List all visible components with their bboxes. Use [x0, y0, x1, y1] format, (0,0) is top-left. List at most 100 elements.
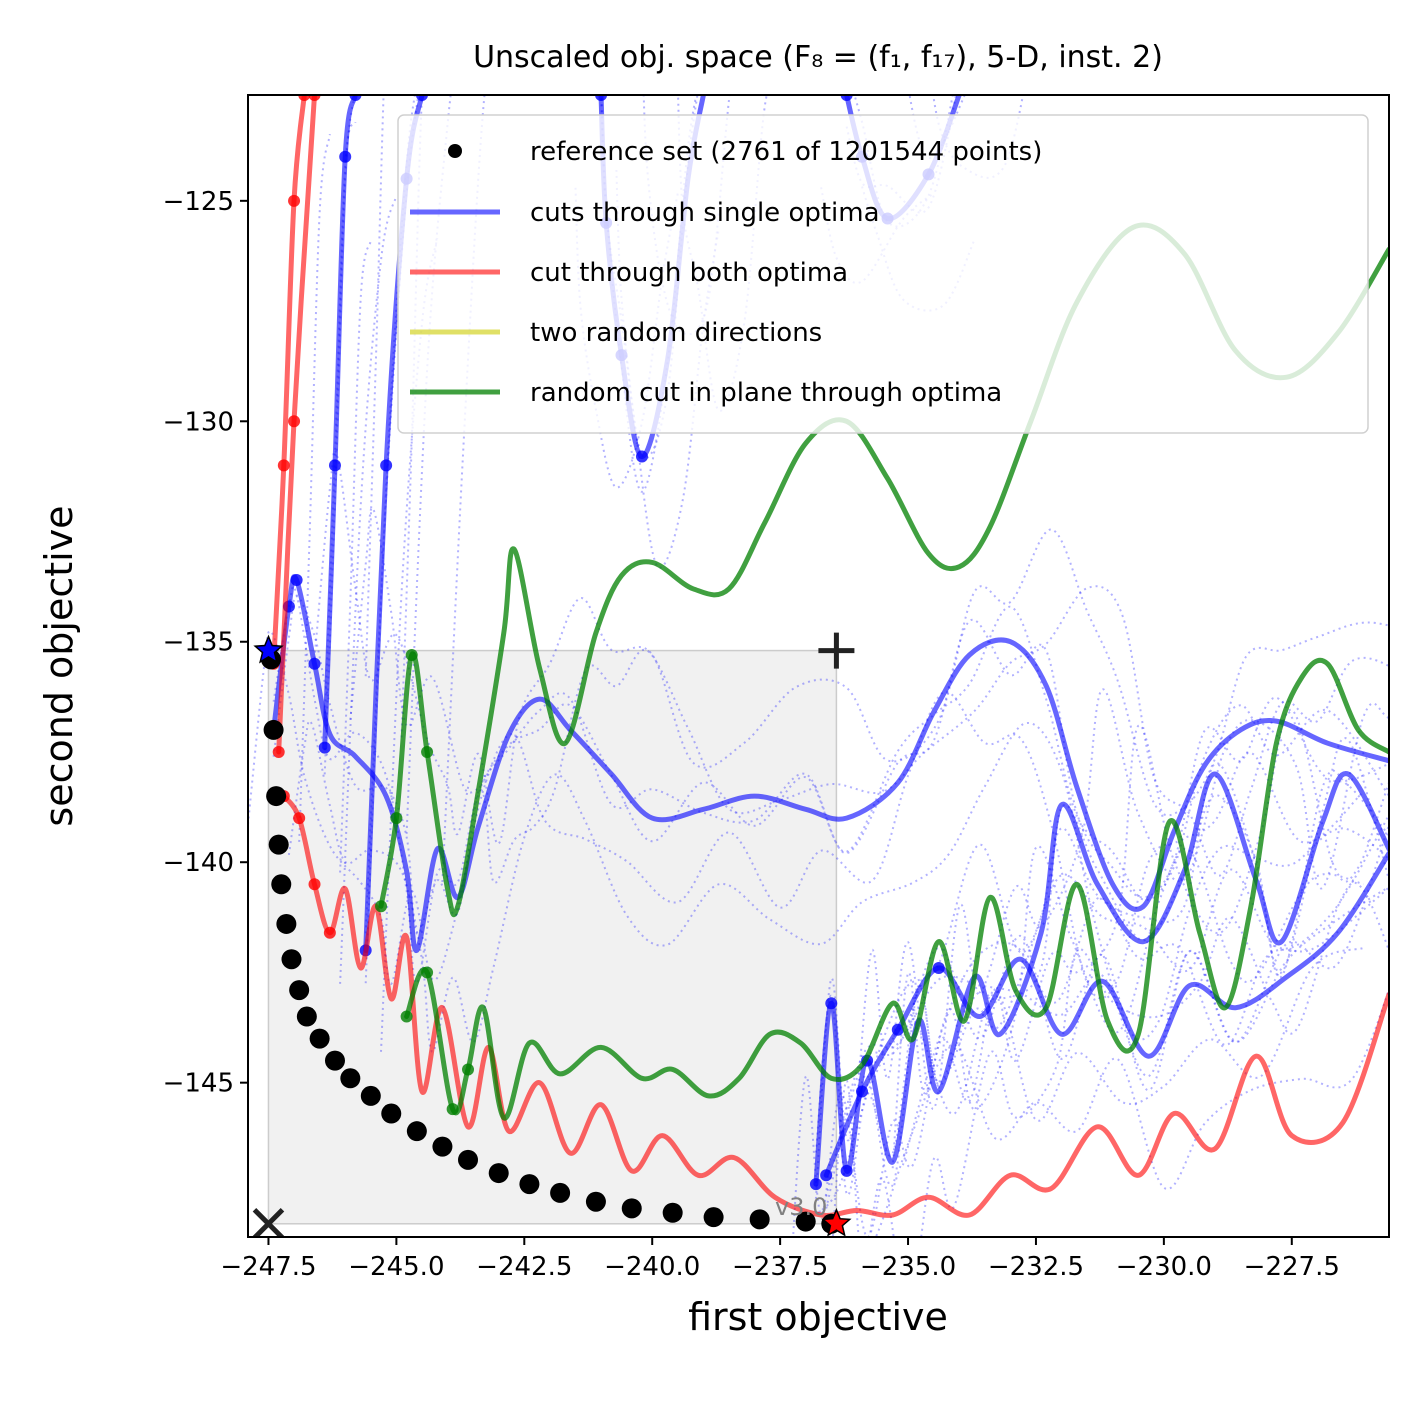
reference-point	[360, 1085, 381, 1106]
reference-point	[488, 1163, 509, 1184]
series-1-line-6-emphasis-1	[855, 1085, 868, 1098]
reference-point	[519, 1174, 540, 1195]
series-2-line-1-emphasis-0	[272, 745, 285, 758]
legend-label-random-plane: random cut in plane through optima	[530, 378, 1002, 408]
reference-region-layer	[267, 649, 838, 1225]
reference-point	[621, 1198, 642, 1219]
dotted-cut-0-5	[814, 737, 1389, 1196]
version-label: v3.0	[775, 1193, 827, 1221]
series-2-line-0-emphasis-1	[277, 459, 290, 472]
dotted-cut-4-4	[932, 95, 1025, 179]
nadir-plus-marker	[818, 632, 855, 669]
series-1-line-3-emphasis-3	[635, 450, 648, 463]
legend-label-reference: reference set (2761 of 1201544 points)	[530, 137, 1042, 167]
reference-point	[263, 719, 284, 740]
reference-point	[662, 1202, 683, 1223]
series-1-line-6-emphasis-0	[820, 1169, 833, 1182]
dotted-cut-1-1	[272, 595, 1389, 935]
reference-point	[271, 874, 292, 895]
reference-point	[268, 834, 289, 855]
reference-point	[266, 786, 287, 807]
legend: reference set (2761 of 1201544 points) c…	[397, 114, 1369, 434]
series-1-line-5-emphasis-2	[840, 1164, 853, 1177]
y-tick-label: −145	[163, 1069, 234, 1099]
dotted-cut-2-5	[855, 688, 1389, 1110]
series-4-line-1-emphasis-3	[462, 1063, 475, 1076]
series-4-line-0-emphasis-1	[390, 812, 403, 825]
dotted-cut-3-6	[799, 946, 1364, 1221]
series-1-line-0-emphasis-0	[318, 741, 331, 754]
reference-point	[281, 949, 302, 970]
reference-point	[381, 1103, 402, 1124]
series-1-line-0	[322, 95, 358, 751]
reference-point	[340, 1068, 361, 1089]
chart-title: Unscaled obj. space (F₈ = (f₁, f₁₇), 5-D…	[473, 40, 1163, 75]
series-1-line-5-emphasis-1	[825, 997, 838, 1010]
series-1-line-6-emphasis-2	[891, 1023, 904, 1036]
series-1-line-0-emphasis-2	[339, 150, 352, 163]
y-tick-label: −140	[163, 848, 234, 878]
x-tick-label: −245.0	[348, 1252, 444, 1282]
optimum-f1-star	[253, 634, 284, 664]
plot-frame	[247, 94, 1390, 1238]
series-2-line-2-emphasis-3	[323, 926, 336, 939]
series-1-line-2-emphasis-1	[380, 459, 393, 472]
dotted-cut-2-6	[866, 812, 1389, 1087]
reference-point	[703, 1207, 724, 1228]
series-1-line-4-emphasis-0	[840, 95, 853, 101]
series-2-line-0-emphasis-2	[288, 194, 301, 207]
y-tick-label: −130	[163, 407, 234, 437]
legend-label-single-optima: cuts through single optima	[530, 198, 880, 228]
series-4-line-0-emphasis-3	[421, 745, 434, 758]
dotted-cut-5-6	[874, 985, 1389, 1237]
series-4-line-1-emphasis-2	[446, 1103, 459, 1116]
x-tick-label: −230.0	[1116, 1252, 1212, 1282]
dotted-cut-2-0	[364, 95, 385, 677]
reference-point	[296, 1006, 317, 1027]
dotted-cut-3-1	[248, 630, 1365, 1000]
series-4-line-1	[404, 657, 1389, 1121]
x-tick-label: −235.0	[860, 1252, 956, 1282]
series-1-line-5	[813, 771, 1389, 1187]
x-tick-label: −242.5	[476, 1252, 572, 1282]
reference-point	[458, 1149, 479, 1170]
series-4-line-0-emphasis-0	[375, 900, 388, 913]
series-2-line-2	[281, 793, 1389, 1218]
series-1-line-1-emphasis-2	[290, 574, 303, 587]
series-4-line-1-emphasis-0	[400, 1010, 413, 1023]
legend-marker-reference	[448, 144, 462, 158]
x-tick-label: −232.5	[988, 1252, 1084, 1282]
reference-point	[550, 1182, 571, 1203]
y-tick-label: −135	[163, 628, 234, 658]
reference-point	[289, 980, 310, 1001]
reference-point	[749, 1209, 770, 1230]
series-1-line-1-emphasis-3	[308, 657, 321, 670]
reference-point	[309, 1028, 330, 1049]
series-2-line-0-emphasis-3	[298, 95, 311, 101]
series-2-line-2-emphasis-2	[308, 878, 321, 891]
legend-label-random-directions: two random directions	[530, 318, 822, 348]
x-tick-label: −240.0	[604, 1252, 700, 1282]
reference-point	[795, 1211, 816, 1232]
reference-point	[432, 1136, 453, 1157]
reference-point	[276, 913, 297, 934]
y-axis-title: second objective	[37, 505, 81, 826]
series-1-line-5-emphasis-0	[809, 1178, 822, 1191]
dotted-cut-2-2	[405, 95, 452, 834]
x-tick-label: −247.5	[220, 1252, 316, 1282]
series-1-line-1	[271, 574, 1389, 953]
series-4-line-1-emphasis-1	[421, 966, 434, 979]
legend-box	[397, 114, 1369, 434]
reference-point	[324, 1050, 345, 1071]
dotted-cut-1-6	[825, 885, 1389, 1209]
reference-region	[267, 649, 838, 1225]
y-tick-label: −125	[163, 187, 234, 217]
reference-point	[406, 1121, 427, 1142]
reference-point	[585, 1191, 606, 1212]
x-tick-label: −227.5	[1244, 1252, 1340, 1282]
dotted-cut-5-5	[831, 881, 1389, 1237]
optimum-f2-star	[821, 1207, 852, 1237]
dotted-cut-0-3	[600, 95, 698, 493]
ideal-point-x-marker	[252, 1208, 285, 1237]
